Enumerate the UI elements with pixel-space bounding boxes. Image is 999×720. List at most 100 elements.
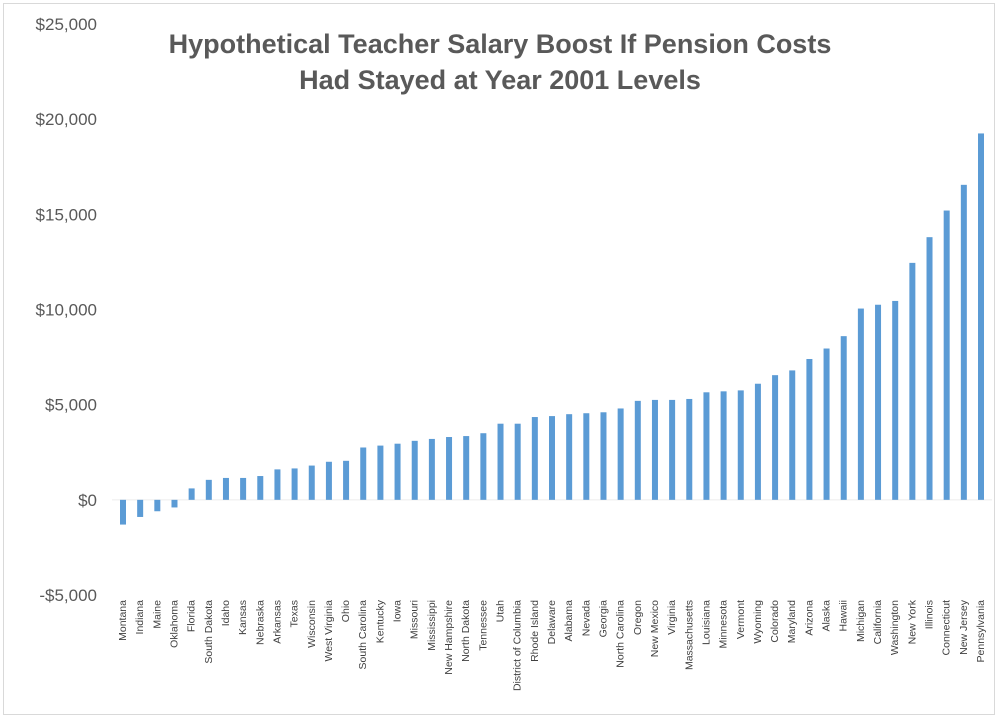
category-label: Rhode Island (529, 600, 541, 662)
category-label: Tennessee (477, 600, 489, 651)
bar (394, 443, 401, 500)
bar (497, 423, 504, 500)
bar (154, 499, 161, 512)
bar (978, 133, 984, 500)
bar (137, 499, 144, 517)
y-tick-label: $20,000 (36, 110, 97, 129)
category-label: North Dakota (460, 600, 472, 662)
category-label: North Carolina (615, 600, 627, 668)
bar (274, 469, 281, 500)
category-label: Arkansas (271, 600, 283, 644)
bar (789, 370, 796, 500)
category-label: Arizona (803, 600, 815, 636)
y-axis: -$5,000 $0 $5,000 $10,000 $15,000 $20,000 $25,… (36, 15, 97, 605)
bar (257, 476, 264, 500)
chart-title-line-2: Had Stayed at Year 2001 Levels (299, 65, 701, 95)
chart-title: Hypothetical Teacher Salary Boost If Pen… (100, 26, 900, 98)
bar (720, 391, 727, 500)
bar (669, 399, 676, 500)
y-tick-label: $15,000 (36, 205, 97, 224)
category-label: Utah (495, 600, 507, 622)
bar (480, 433, 487, 500)
bar (926, 237, 933, 500)
category-label: Pennsylvania (975, 600, 987, 663)
category-label: New Mexico (649, 600, 661, 657)
bar (411, 440, 418, 500)
y-tick-label: $5,000 (45, 396, 97, 415)
y-tick-label: $10,000 (36, 301, 97, 320)
bars (120, 133, 984, 525)
bar (343, 460, 350, 500)
bar (446, 437, 453, 500)
category-label: Mississippi (426, 600, 438, 651)
bar (171, 499, 178, 508)
bar (909, 262, 916, 500)
bar (222, 477, 229, 500)
bar (892, 300, 899, 500)
bar (634, 400, 641, 500)
bar (325, 461, 332, 500)
bar (857, 308, 864, 500)
chart-frame (3, 3, 995, 715)
category-label: Maryland (786, 600, 798, 643)
bar (875, 304, 882, 500)
bar (549, 416, 555, 500)
y-tick-label: $0 (78, 491, 97, 510)
chart-title-line-1: Hypothetical Teacher Salary Boost If Pen… (168, 29, 832, 59)
bar (686, 398, 693, 500)
y-tick-label: -$5,000 (39, 586, 97, 605)
category-label: South Carolina (357, 600, 369, 670)
bar (703, 392, 710, 500)
bar (531, 417, 538, 500)
category-label: West Virginia (323, 600, 335, 662)
bar (840, 336, 847, 500)
category-label: Wisconsin (306, 600, 318, 648)
bar (463, 436, 470, 500)
category-label: Colorado (769, 600, 781, 643)
category-label: Hawaii (838, 600, 850, 632)
bar (943, 210, 950, 500)
category-label: Indiana (134, 600, 146, 635)
bar (205, 479, 212, 500)
bar (617, 408, 624, 500)
category-label: Oregon (632, 600, 644, 635)
category-label: Oklahoma (168, 600, 180, 648)
bar (377, 445, 384, 500)
category-label: New Jersey (958, 599, 970, 655)
category-label: District of Columbia (512, 600, 524, 691)
category-label: Illinois (924, 600, 936, 629)
bar (583, 413, 590, 500)
bar (240, 477, 247, 500)
category-label: Louisiana (700, 600, 712, 645)
category-label: Idaho (220, 600, 232, 626)
category-label: Alabama (563, 600, 575, 642)
category-label: New York (906, 599, 918, 644)
bar (514, 423, 521, 500)
bar (960, 184, 967, 500)
category-label: Texas (289, 600, 301, 627)
bar (360, 447, 367, 500)
category-labels: Montana Indiana Maine Oklahoma Florida South … (117, 599, 987, 691)
bar (754, 383, 761, 500)
bar (772, 375, 779, 500)
category-label: Kansas (237, 600, 249, 635)
bar (651, 399, 658, 500)
category-label: New Hampshire (443, 600, 455, 675)
category-label: Virginia (666, 600, 678, 635)
category-label: Kentucky (374, 599, 386, 643)
bar (806, 358, 813, 500)
bar (600, 412, 607, 500)
bar (291, 468, 298, 500)
category-label: Washington (889, 600, 901, 655)
bar (308, 465, 315, 500)
category-label: Vermont (735, 600, 747, 639)
bar (737, 390, 744, 500)
category-label: Iowa (392, 600, 404, 622)
bar (823, 348, 830, 500)
category-label: Maine (151, 600, 163, 629)
category-label: Delaware (546, 600, 558, 645)
category-label: Nevada (580, 600, 592, 636)
category-label: Nebraska (254, 600, 266, 645)
category-label: Missouri (409, 600, 421, 639)
